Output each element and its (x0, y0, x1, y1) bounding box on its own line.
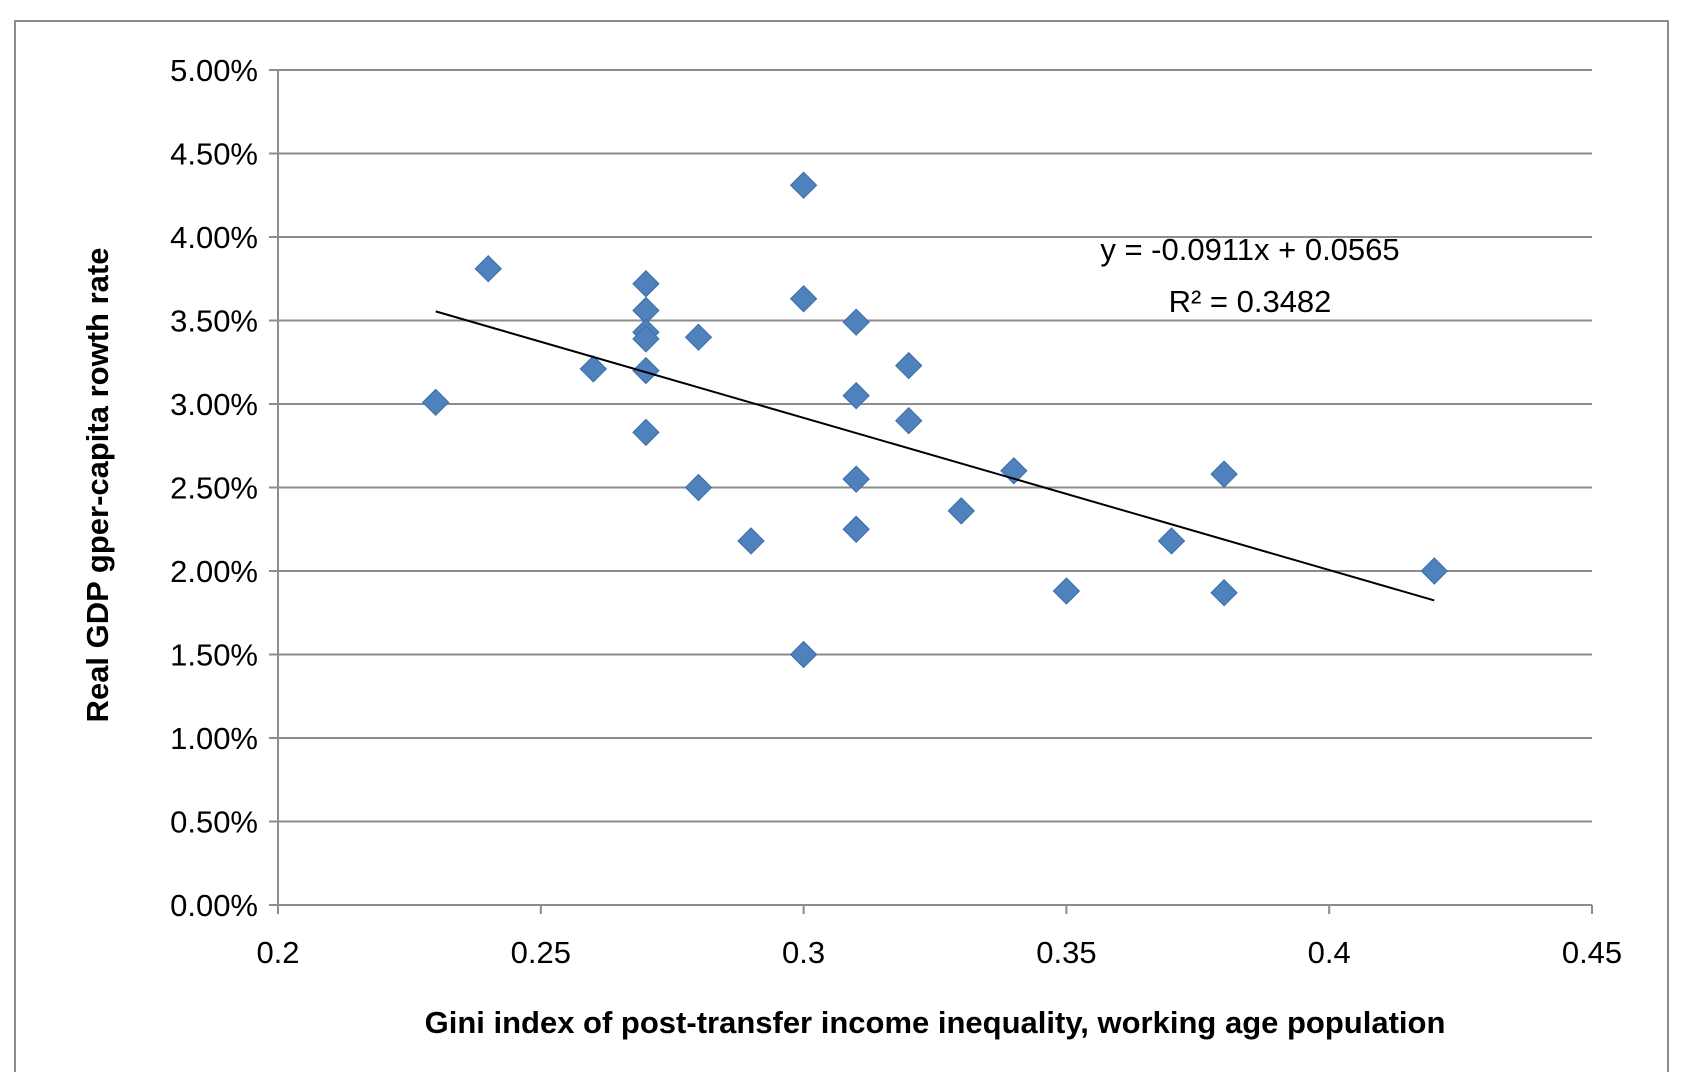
y-tick-label: 3.50% (170, 304, 258, 339)
data-point (789, 171, 818, 199)
data-point (1052, 577, 1081, 605)
x-tick-label: 0.35 (1036, 935, 1096, 970)
data-point (789, 640, 818, 669)
y-tick-label: 1.50% (170, 638, 258, 673)
data-point (1210, 460, 1238, 488)
data-point (1420, 557, 1449, 585)
trendline (435, 310, 1435, 602)
y-axis-title: Real GDP gper-capita rowth rate (80, 248, 115, 723)
data-point (789, 285, 818, 313)
data-point (632, 418, 660, 447)
data-point (947, 497, 975, 525)
data-point (842, 381, 870, 410)
data-point (421, 388, 450, 417)
data-points (421, 171, 1449, 669)
data-point (579, 355, 608, 383)
data-point (895, 406, 923, 435)
x-tick-label: 0.45 (1562, 935, 1622, 970)
y-tick-label: 0.00% (170, 888, 258, 923)
data-point (632, 325, 660, 353)
r-squared-label: R² = 0.3482 (1169, 284, 1332, 319)
chart-frame (14, 20, 1669, 1072)
x-tick-label: 0.4 (1308, 935, 1351, 970)
y-tick-label: 0.50% (170, 805, 258, 840)
trendline-equation: y = -0.0911x + 0.0565 (1100, 232, 1399, 267)
y-tick-label: 4.00% (170, 220, 258, 255)
data-point (895, 351, 923, 380)
data-point (842, 515, 870, 543)
data-point (842, 465, 870, 493)
y-tick-label: 3.00% (170, 387, 258, 422)
x-tick-labels: 0.2 0.25 0.3 0.35 0.4 0.45 (256, 935, 1622, 970)
data-point (737, 527, 765, 555)
x-tick-label: 0.2 (256, 935, 299, 970)
data-point (474, 255, 502, 283)
y-tick-label: 4.50% (170, 137, 258, 172)
data-point (632, 356, 660, 385)
y-tick-label: 2.00% (170, 554, 258, 589)
y-tick-label: 2.50% (170, 471, 258, 506)
grid-lines (278, 69, 1592, 823)
axes (269, 69, 1593, 914)
data-point (684, 323, 713, 351)
data-point (632, 270, 660, 298)
x-axis-title: Gini index of post-transfer income inequ… (425, 1005, 1446, 1040)
trendline-layer (435, 310, 1435, 602)
data-point (842, 308, 870, 336)
x-tick-label: 0.25 (511, 935, 571, 970)
data-point (1000, 457, 1028, 485)
y-tick-label: 1.00% (170, 721, 258, 756)
y-tick-label: 5.00% (170, 53, 258, 88)
y-tick-labels: 0.00% 0.50% 1.00% 1.50% 2.00% 2.50% 3.00% 3.50%… (170, 53, 258, 923)
x-tick-label: 0.3 (782, 935, 825, 970)
data-point (1157, 527, 1186, 555)
data-point (1210, 579, 1238, 607)
data-point (684, 473, 713, 502)
